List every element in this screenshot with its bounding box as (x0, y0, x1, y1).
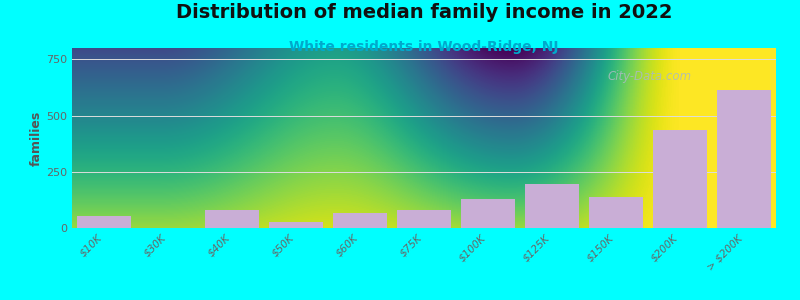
Bar (717, 90, 771, 228)
Bar (333, 213, 387, 228)
Bar (205, 210, 259, 228)
Bar (653, 130, 707, 228)
Text: City-Data.com: City-Data.com (607, 70, 691, 83)
Bar (525, 184, 579, 228)
Y-axis label: families: families (30, 110, 43, 166)
Text: White residents in Wood-Ridge, NJ: White residents in Wood-Ridge, NJ (290, 40, 558, 55)
Bar (461, 199, 515, 228)
Bar (397, 210, 451, 228)
Text: Distribution of median family income in 2022: Distribution of median family income in … (176, 3, 672, 22)
Bar (589, 196, 643, 228)
Bar (269, 222, 323, 228)
Bar (77, 216, 131, 228)
